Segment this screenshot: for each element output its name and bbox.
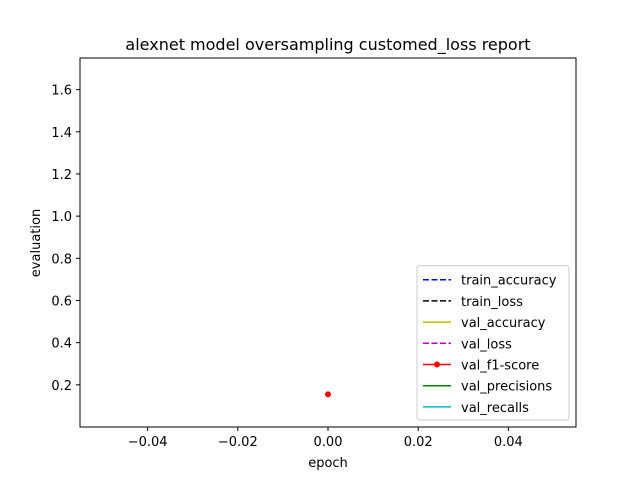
- legend-label: val_precisions: [461, 380, 552, 395]
- legend-marker: [434, 361, 440, 368]
- legend-item: val_precisions: [423, 380, 552, 395]
- legend-label: val_loss: [461, 337, 512, 352]
- y-axis-label: evaluation: [29, 209, 44, 277]
- x-tick-label: 0.04: [494, 435, 523, 450]
- legend-box: [416, 265, 570, 421]
- legend-item: val_f1-score: [423, 359, 539, 374]
- legend-label: val_f1-score: [461, 359, 539, 374]
- legend-label: train_loss: [461, 295, 523, 310]
- x-axis: −0.04 −0.02 0.00 0.02 0.04: [128, 427, 523, 450]
- legend-label: val_accuracy: [461, 316, 546, 331]
- x-axis-label: epoch: [308, 456, 348, 471]
- y-tick-label: 0.8: [51, 252, 72, 267]
- y-tick-label: 0.4: [51, 337, 72, 352]
- y-tick-label: 1.6: [51, 84, 72, 99]
- x-tick-label: −0.02: [218, 435, 258, 450]
- legend-item: val_recalls: [423, 401, 529, 416]
- y-tick-label: 1.2: [51, 168, 72, 183]
- x-tick-label: −0.04: [128, 435, 168, 450]
- legend-item: val_loss: [423, 337, 512, 352]
- y-axis: 0.2 0.4 0.6 0.8 1.0 1.2 1.4 1.6: [51, 84, 80, 394]
- legend-label: train_accuracy: [461, 274, 557, 289]
- legend-item: train_accuracy: [423, 274, 557, 289]
- y-tick-label: 0.2: [51, 379, 72, 394]
- legend: train_accuracy train_loss val_accuracy val_…: [416, 265, 570, 421]
- y-tick-label: 0.6: [51, 294, 72, 309]
- data-point-val_f1-score: [325, 391, 331, 398]
- x-tick-label: 0.02: [404, 435, 433, 450]
- y-tick-label: 1.0: [51, 210, 72, 225]
- plot-layer: [325, 391, 331, 398]
- chart-title: alexnet model oversampling customed_loss…: [125, 35, 530, 55]
- legend-label: val_recalls: [461, 401, 529, 416]
- x-tick-label: 0.00: [314, 435, 343, 450]
- y-tick-label: 1.4: [51, 126, 72, 141]
- legend-item: val_accuracy: [423, 316, 546, 331]
- legend-item: train_loss: [423, 295, 523, 310]
